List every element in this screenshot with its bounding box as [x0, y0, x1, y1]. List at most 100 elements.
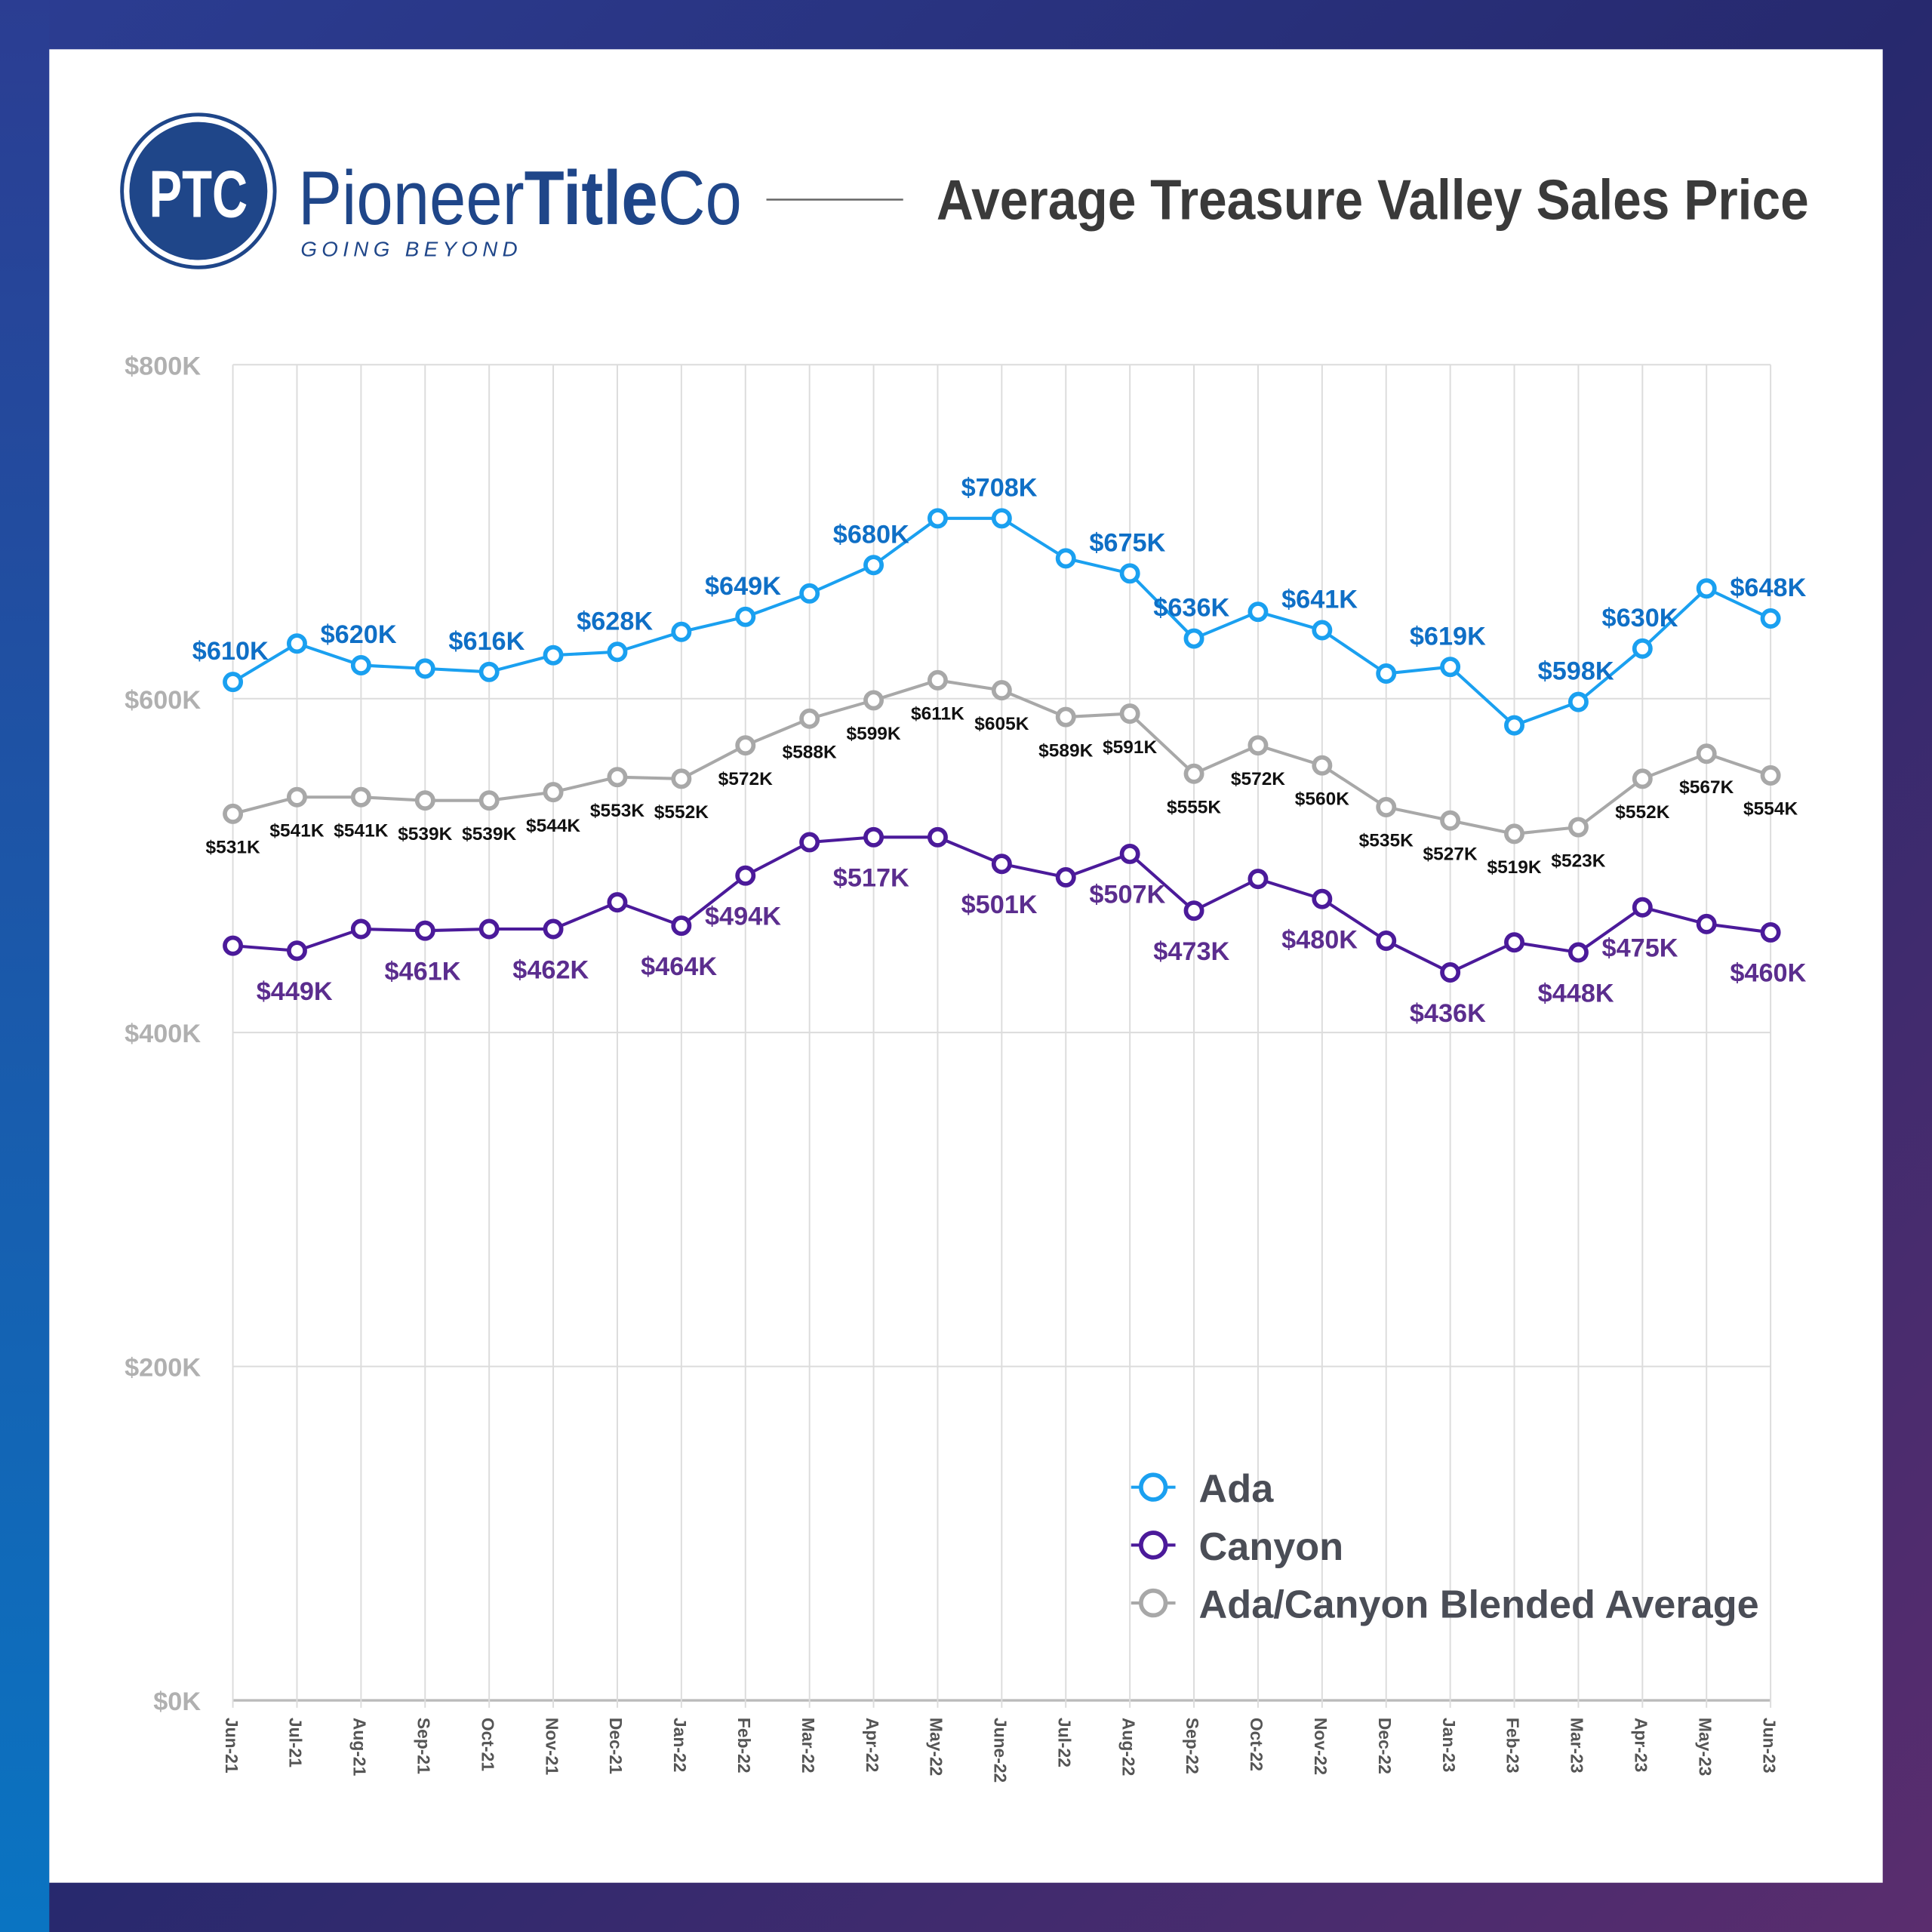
data-point: [863, 826, 884, 848]
data-label: $541K: [269, 820, 324, 841]
data-point: [1055, 866, 1076, 888]
data-point: [1119, 563, 1140, 584]
data-label: $539K: [462, 824, 516, 844]
data-point: [991, 508, 1012, 529]
data-point: [671, 915, 692, 937]
data-label: $611K: [911, 704, 964, 724]
data-point: [1760, 765, 1781, 786]
data-point: [735, 606, 756, 627]
data-label: $552K: [1615, 802, 1669, 823]
data-point: [478, 790, 500, 811]
data-point: [927, 826, 948, 848]
data-point: [991, 680, 1012, 701]
x-tick-label: Jun-21: [222, 1718, 242, 1774]
data-point: [927, 669, 948, 691]
data-label: $475K: [1602, 934, 1678, 963]
data-point: [1696, 743, 1717, 764]
data-label: $572K: [1231, 769, 1285, 789]
data-point: [223, 672, 244, 693]
data-point: [1567, 942, 1589, 963]
data-label: $449K: [257, 977, 333, 1006]
ptc-logo: PTC PioneerTitleCo GOING BEYOND: [120, 112, 742, 269]
data-point: [671, 621, 692, 642]
series-ada-canyon-blended-average: $531K $541K $541K $539K $539K $544K $553K $552K…: [206, 669, 1798, 878]
data-label: $554K: [1743, 799, 1798, 820]
legend-marker: [1138, 1472, 1168, 1502]
data-label: $519K: [1487, 857, 1541, 878]
x-tick-label: Jun-23: [1759, 1718, 1779, 1774]
x-tick-label: Mar-22: [798, 1718, 818, 1774]
y-tick-label: $200K: [125, 1354, 201, 1383]
data-label: $610K: [192, 637, 269, 666]
data-point: [1376, 663, 1397, 684]
data-label: $462K: [512, 955, 589, 984]
data-point: [1312, 620, 1333, 641]
x-tick-label: Apr-23: [1632, 1718, 1651, 1772]
data-point: [223, 935, 244, 956]
line-chart: $0K $200K $400K $600K $800K Jun-21 Jul-21 Aug-2…: [125, 352, 1806, 1783]
logo-mark: PTC: [149, 156, 248, 231]
data-label: $517K: [833, 864, 909, 893]
data-point: [607, 892, 628, 913]
data-point: [1312, 888, 1333, 909]
data-point: [1696, 578, 1717, 599]
data-point: [1376, 797, 1397, 817]
data-point: [287, 940, 307, 961]
data-label: $460K: [1730, 959, 1806, 988]
data-point: [350, 655, 371, 675]
data-label: $501K: [961, 891, 1038, 919]
data-point: [1183, 628, 1204, 649]
x-tick-label: Nov-21: [542, 1718, 561, 1775]
data-point: [1376, 931, 1397, 951]
data-label: $636K: [1153, 594, 1229, 623]
x-tick-label: June-22: [991, 1718, 1011, 1783]
data-label: $527K: [1423, 844, 1478, 864]
data-label: $567K: [1679, 777, 1734, 798]
x-tick-label: Apr-22: [863, 1718, 882, 1772]
data-label: $648K: [1730, 574, 1806, 602]
data-point: [350, 786, 371, 808]
data-point: [1504, 932, 1524, 953]
data-label: $436K: [1410, 999, 1486, 1028]
legend-marker: [1138, 1588, 1168, 1618]
data-point: [1247, 869, 1269, 890]
data-point: [543, 645, 564, 666]
data-label: $675K: [1089, 528, 1165, 557]
data-point: [671, 768, 692, 789]
data-point: [1247, 735, 1269, 756]
data-label: $507K: [1089, 881, 1165, 909]
data-point: [1440, 657, 1461, 678]
data-label: $620K: [321, 620, 397, 649]
data-label: $494K: [705, 903, 781, 931]
data-label: $572K: [718, 769, 773, 789]
brand-name: PioneerTitleCo: [298, 155, 742, 241]
data-label: $541K: [334, 820, 388, 841]
x-tick-label: Dec-22: [1375, 1718, 1395, 1774]
data-point: [1119, 843, 1140, 864]
legend-marker: [1138, 1531, 1168, 1560]
data-point: [1312, 755, 1333, 776]
x-tick-label: Feb-23: [1503, 1718, 1523, 1774]
data-point: [1055, 706, 1076, 728]
data-point: [607, 767, 628, 788]
series-canyon: $449K $461K $462K $464K $494K $517K $501K $507K…: [223, 826, 1807, 1028]
x-tick-label: Sep-22: [1183, 1718, 1202, 1774]
series-ada: $610K $620K $616K $628K $649K $680K $708K $675K…: [192, 473, 1807, 736]
legend-label: Ada: [1199, 1467, 1275, 1511]
white-panel: [49, 49, 1883, 1883]
data-point: [1119, 703, 1140, 724]
data-point: [543, 782, 564, 803]
data-point: [1440, 962, 1461, 983]
data-label: $649K: [705, 572, 781, 601]
data-label: $555K: [1167, 798, 1221, 818]
chart-legend: Ada Canyon Ada/Canyon Blended Average: [1131, 1467, 1759, 1627]
data-point: [287, 633, 307, 654]
data-point: [799, 708, 820, 729]
data-label: $599K: [846, 724, 900, 744]
data-label: $448K: [1538, 979, 1614, 1008]
x-tick-label: May-23: [1695, 1718, 1715, 1776]
data-label: $616K: [448, 627, 525, 656]
data-point: [478, 661, 500, 682]
data-point: [863, 690, 884, 711]
data-point: [735, 865, 756, 886]
